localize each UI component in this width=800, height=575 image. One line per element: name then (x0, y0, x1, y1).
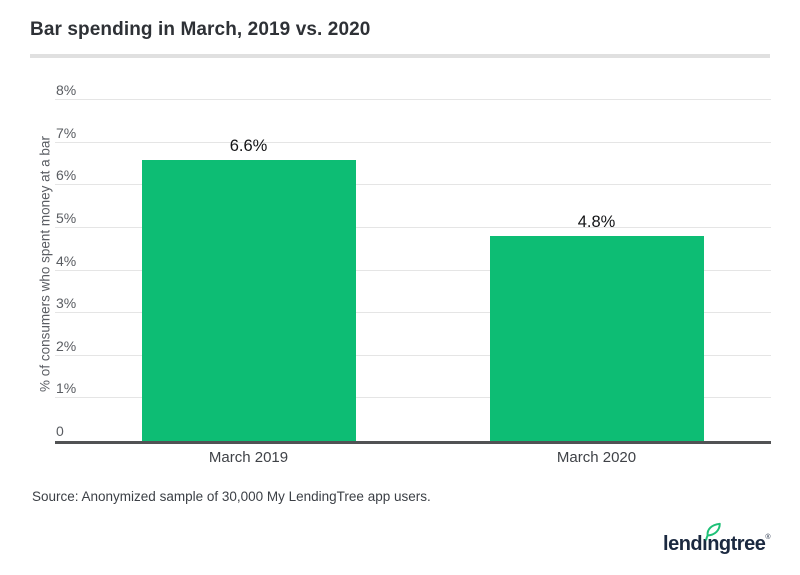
y-tick-label: 0 (56, 423, 64, 439)
logo-wordmark: lendıngtree (663, 533, 766, 555)
y-tick-label: 2% (56, 337, 77, 354)
y-tick-label: 4% (56, 252, 77, 269)
source-note: Source: Anonymized sample of 30,000 My L… (32, 489, 431, 504)
gridline (55, 141, 771, 143)
gridline (55, 354, 771, 356)
leaf-icon (705, 522, 721, 541)
chart-title: Bar spending in March, 2019 vs. 2020 (30, 19, 371, 40)
y-tick-label: 5% (56, 209, 77, 226)
gridline (55, 312, 771, 314)
x-axis-category-label: March 2020 (556, 449, 637, 466)
bar-value-label: 6.6% (229, 136, 268, 155)
bar-value-label: 4.8% (577, 213, 616, 232)
gridline (55, 269, 771, 271)
x-axis-category-label: March 2019 (208, 449, 289, 466)
y-tick-label: 8% (56, 82, 77, 98)
y-tick-label: 6% (56, 167, 77, 184)
y-tick-label: 1% (56, 380, 77, 397)
gridline (55, 184, 771, 186)
plot-area: 0 1% 2% 3% 4% 5% 6% 7% 8% 6.6% March 2019 4.8% March… (55, 83, 771, 466)
bar-march-2020 (489, 236, 704, 441)
lendingtree-logo: lendıngtree® (663, 522, 770, 556)
gridline (55, 226, 771, 228)
y-tick-label: 3% (56, 295, 77, 312)
y-tick-label: 7% (56, 124, 77, 141)
gridline (55, 397, 771, 399)
y-axis-title: % of consumers who spent money at a bar (37, 136, 53, 392)
title-divider (30, 54, 770, 58)
logo-text: lendıngtree® (663, 522, 770, 555)
gridline (55, 99, 771, 100)
registered-trademark: ® (765, 534, 770, 541)
bar-march-2019 (141, 159, 356, 441)
